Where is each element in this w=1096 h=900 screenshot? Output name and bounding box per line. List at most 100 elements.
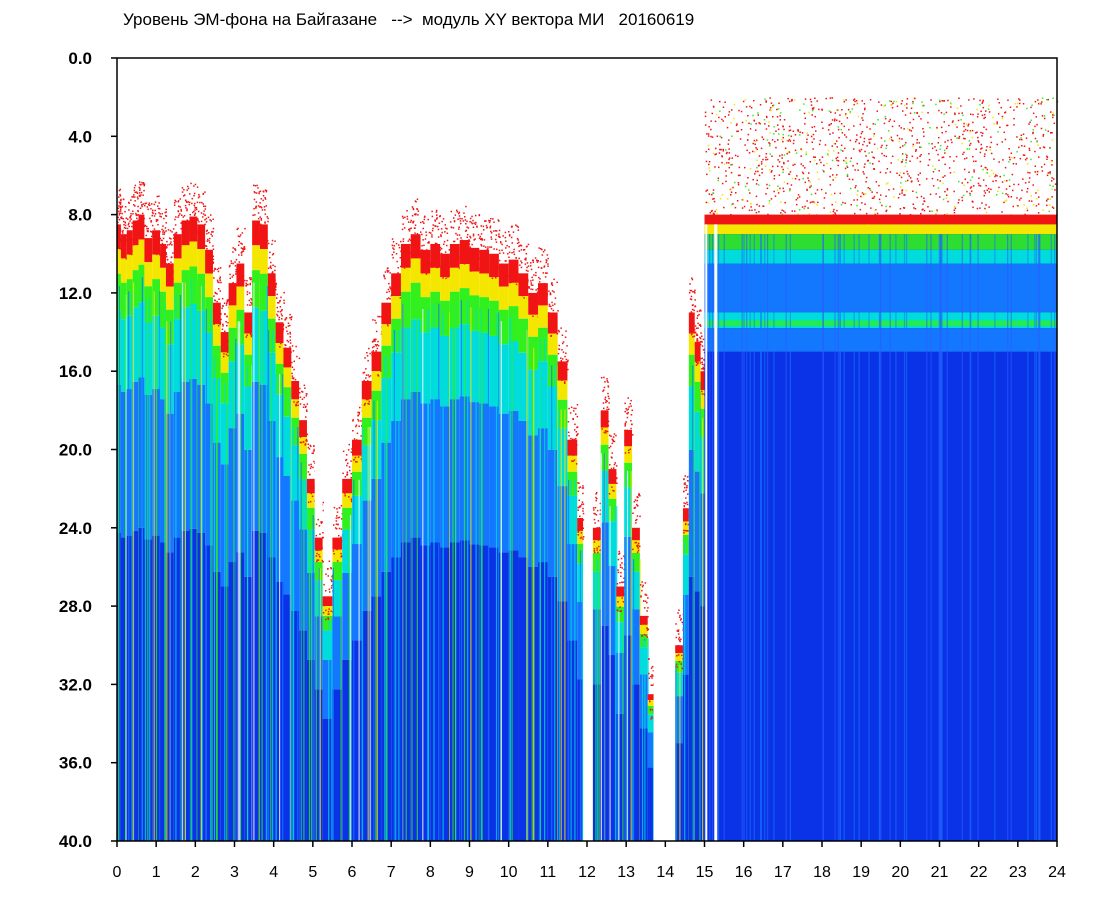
heat-cell <box>733 103 736 106</box>
heat-cell <box>790 135 793 137</box>
heat-cell <box>315 549 317 551</box>
heat-cell <box>1007 196 1010 198</box>
heat-cell <box>118 210 120 212</box>
heat-cell <box>594 551 596 554</box>
heat-cell <box>575 444 577 446</box>
heat-cell <box>692 320 694 322</box>
heat-cell <box>372 360 374 362</box>
heat-cell <box>464 230 467 232</box>
heat-cell <box>608 565 617 656</box>
heat-cell <box>755 140 757 143</box>
heat-cell <box>313 489 315 491</box>
heat-cell <box>498 229 501 232</box>
heat-cell <box>163 254 165 256</box>
heat-cell <box>478 214 480 217</box>
heat-cell <box>462 220 465 222</box>
heat-cell <box>299 436 302 438</box>
heat-cell <box>409 261 411 263</box>
heat-cell <box>1052 114 1054 116</box>
heat-cell <box>202 213 205 215</box>
heat-cell <box>678 647 680 650</box>
heat-cell <box>478 251 480 253</box>
heat-cell <box>138 214 145 240</box>
heat-cell <box>165 286 174 310</box>
heat-cell <box>347 449 350 451</box>
heat-cell <box>558 348 560 350</box>
heat-cell <box>752 142 754 145</box>
heat-cell <box>481 238 483 240</box>
heat-cell <box>375 345 378 347</box>
heat-cell <box>594 538 596 541</box>
heat-cell <box>456 209 458 212</box>
heat-cell <box>627 408 629 410</box>
heat-cell <box>120 217 122 219</box>
heat-cell <box>1016 136 1018 138</box>
heat-cell <box>920 195 923 198</box>
heat-cell <box>575 438 577 440</box>
heat-cell <box>996 143 998 146</box>
heat-cell <box>1010 152 1013 154</box>
heat-cell <box>811 126 813 129</box>
heat-cell <box>170 274 172 276</box>
heat-cell <box>814 115 816 118</box>
heat-cell <box>255 192 258 194</box>
heat-cell <box>1040 103 1042 105</box>
heat-cell <box>156 237 158 239</box>
heat-cell <box>306 507 315 530</box>
heat-cell <box>528 292 539 315</box>
heat-cell <box>333 524 335 526</box>
heat-cell <box>277 302 279 304</box>
heat-cell <box>1005 188 1008 190</box>
heat-cell <box>873 157 875 159</box>
heat-cell <box>835 109 838 111</box>
heat-cell <box>639 674 648 729</box>
heat-cell <box>239 321 242 841</box>
heat-cell <box>375 338 377 340</box>
heat-cell <box>143 217 145 220</box>
heat-cell <box>977 136 979 139</box>
heat-cell <box>414 224 417 226</box>
heat-column <box>259 189 269 841</box>
heat-cell <box>357 456 360 458</box>
heat-cell <box>139 181 141 183</box>
heat-cell <box>375 322 377 324</box>
heat-cell <box>779 187 781 190</box>
heat-cell <box>773 190 775 193</box>
heat-cell <box>130 231 132 234</box>
heat-cell <box>553 325 555 328</box>
heat-cell <box>699 324 701 326</box>
heat-column <box>212 267 222 841</box>
heat-cell <box>834 192 836 195</box>
heat-cell <box>174 242 176 244</box>
heat-cell <box>579 486 581 488</box>
heat-cell <box>356 446 359 448</box>
heat-cell <box>355 448 358 451</box>
heat-cell <box>527 286 529 288</box>
heat-cell <box>409 221 412 223</box>
heat-cell <box>144 202 146 205</box>
heat-cell <box>547 263 549 265</box>
heat-cell <box>119 228 122 231</box>
heat-cell <box>189 378 198 529</box>
heat-cell <box>327 575 329 577</box>
heat-cell <box>853 148 855 150</box>
heat-cell <box>557 601 568 841</box>
heat-cell <box>920 118 922 120</box>
heat-cell <box>386 269 388 272</box>
heat-cell <box>435 225 437 227</box>
heat-cell <box>1029 172 1031 174</box>
heat-cell <box>927 206 929 208</box>
heat-cell <box>289 336 291 338</box>
heat-cell <box>615 472 617 475</box>
heat-cell <box>828 110 831 112</box>
heat-cell <box>183 223 185 226</box>
heat-cell <box>641 638 644 841</box>
heat-cell <box>514 276 516 279</box>
heat-cell <box>611 442 614 445</box>
heat-cell <box>985 184 987 187</box>
heat-cell <box>813 156 815 158</box>
heat-cell <box>337 547 340 550</box>
heat-cell <box>459 264 470 289</box>
heat-cell <box>679 619 682 621</box>
heat-cell <box>506 284 509 286</box>
